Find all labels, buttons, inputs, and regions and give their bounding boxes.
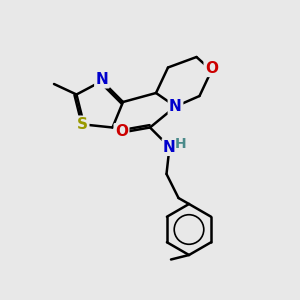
Text: N: N [169,99,182,114]
Text: N: N [163,140,176,154]
Text: S: S [77,117,88,132]
Text: O: O [205,61,218,76]
Text: N: N [96,72,108,87]
Text: H: H [175,137,187,151]
Text: O: O [115,124,128,140]
